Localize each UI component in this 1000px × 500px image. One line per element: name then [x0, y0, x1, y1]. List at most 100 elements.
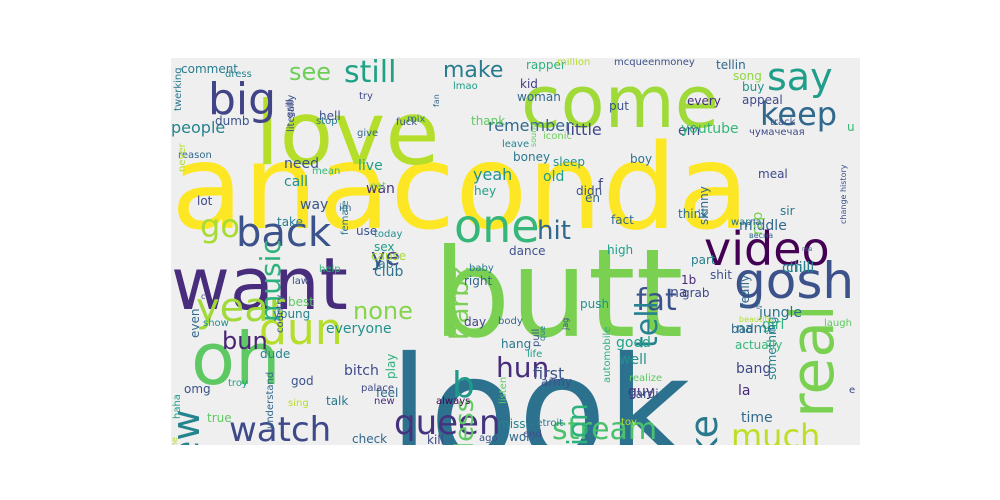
- word-cardi: cardi: [629, 387, 659, 401]
- word-oh: oh: [191, 317, 281, 401]
- word-body: body: [498, 316, 523, 327]
- word-sing: sing: [288, 398, 309, 409]
- word-bang: bang: [736, 361, 772, 377]
- word-didn: didn: [576, 184, 603, 198]
- word-shit: shit: [710, 268, 732, 282]
- word-eat: eat: [370, 181, 387, 192]
- word-chill2: chill: [782, 260, 811, 276]
- word-ла: ла: [749, 217, 762, 228]
- word-butt: butt: [433, 223, 684, 365]
- word-sir: sir: [780, 204, 795, 218]
- word-en: en: [585, 191, 600, 205]
- word-really: really: [738, 274, 752, 308]
- word-end: end: [523, 429, 542, 440]
- word-new: new: [374, 396, 395, 407]
- word-little: little: [566, 120, 602, 139]
- word-today: today: [374, 229, 403, 240]
- word-talk: talk: [326, 394, 349, 408]
- word-every: every: [687, 94, 721, 108]
- word-right: right: [464, 274, 493, 288]
- word-understand: understand: [265, 371, 276, 429]
- word-boney: boney: [513, 150, 551, 164]
- word-lame: lame: [171, 437, 179, 445]
- word-realize: realize: [629, 373, 663, 384]
- word-see: see: [289, 58, 332, 86]
- word-omg: omg: [184, 382, 211, 396]
- word-appeal: appeal: [742, 93, 783, 107]
- word-want: want: [171, 242, 348, 326]
- word-best: best: [288, 295, 314, 309]
- word-baby: baby: [469, 263, 494, 274]
- word-club: club: [374, 264, 404, 280]
- word-wap: wap: [731, 217, 752, 228]
- word-leave: leave: [502, 139, 530, 150]
- word-rapper: rapper: [526, 58, 566, 72]
- word-palace: palace: [361, 383, 395, 394]
- word-sleep: sleep: [553, 155, 585, 169]
- word-push: push: [580, 297, 610, 311]
- word-mix: mix: [407, 114, 426, 125]
- word-guy: guy: [628, 384, 655, 400]
- word-show: show: [203, 318, 229, 329]
- word-grill: grill: [285, 99, 296, 118]
- word-middle: middle: [739, 218, 787, 234]
- word-гов: гов: [802, 246, 813, 253]
- word-listen: listen: [498, 376, 509, 404]
- word-fuck: fuck: [396, 117, 418, 128]
- word-buy: buy: [742, 80, 765, 94]
- word-1b: 1b: [681, 273, 697, 287]
- word-stream: stream: [552, 412, 658, 445]
- word-thank: thank: [471, 114, 506, 128]
- word-hit: hit: [537, 216, 571, 246]
- word-never: never: [177, 143, 188, 172]
- word-none: none: [353, 297, 413, 325]
- word-toy: toy: [621, 417, 637, 428]
- word-girl: girl: [762, 317, 785, 333]
- word-sex: sex: [374, 240, 395, 254]
- word-na: na: [670, 285, 688, 301]
- word-high: high: [607, 243, 634, 257]
- word-jab: jab: [375, 257, 394, 271]
- word-remember: remember: [488, 116, 572, 135]
- word-people: people: [171, 118, 226, 137]
- word-im: im: [339, 203, 352, 214]
- word-mcqueenmoney: mcqueenmoney: [614, 58, 695, 68]
- word-grab: grab: [682, 286, 710, 300]
- word-b: b: [452, 365, 475, 406]
- word-well: well: [619, 352, 647, 368]
- word-way: way: [300, 197, 329, 213]
- word-god: god: [291, 374, 314, 388]
- word-call: call: [284, 174, 309, 190]
- word-even: even: [188, 308, 202, 338]
- word-чумачечая: чумачечая: [749, 127, 805, 138]
- word-dude: dude: [260, 347, 291, 361]
- word-boy: boy: [630, 152, 653, 166]
- word-chill: chill: [786, 260, 815, 276]
- word-tellin: tellin: [716, 58, 746, 72]
- word-true: true: [207, 411, 232, 425]
- word-love: love: [255, 82, 440, 185]
- word-think: think: [678, 207, 709, 221]
- word-f: f: [598, 177, 603, 193]
- word-try: try: [359, 91, 373, 102]
- word-twerking: twerking: [173, 67, 184, 111]
- word-give: give: [357, 128, 379, 139]
- word-c: c: [201, 292, 206, 301]
- word-gosh: gosh: [734, 252, 855, 310]
- word-good: good: [616, 335, 651, 351]
- word-female: female: [340, 200, 351, 235]
- word-dance: dance: [509, 244, 546, 258]
- word-lmao: lmao: [453, 81, 478, 92]
- word-still: still: [344, 58, 397, 90]
- word-actually: actually: [735, 338, 783, 352]
- word-u: u: [847, 120, 855, 134]
- word-drake: drake: [682, 415, 726, 445]
- word-весна: весна: [749, 231, 774, 240]
- word-kid: kid: [520, 77, 538, 91]
- word-life: life: [527, 349, 543, 360]
- word-anaconda: anaconda: [171, 118, 750, 256]
- word-everyone: everyone: [326, 321, 392, 337]
- word-video: video: [704, 222, 830, 276]
- word-feel: feel: [376, 386, 399, 400]
- word-automobile: automobile: [602, 326, 613, 383]
